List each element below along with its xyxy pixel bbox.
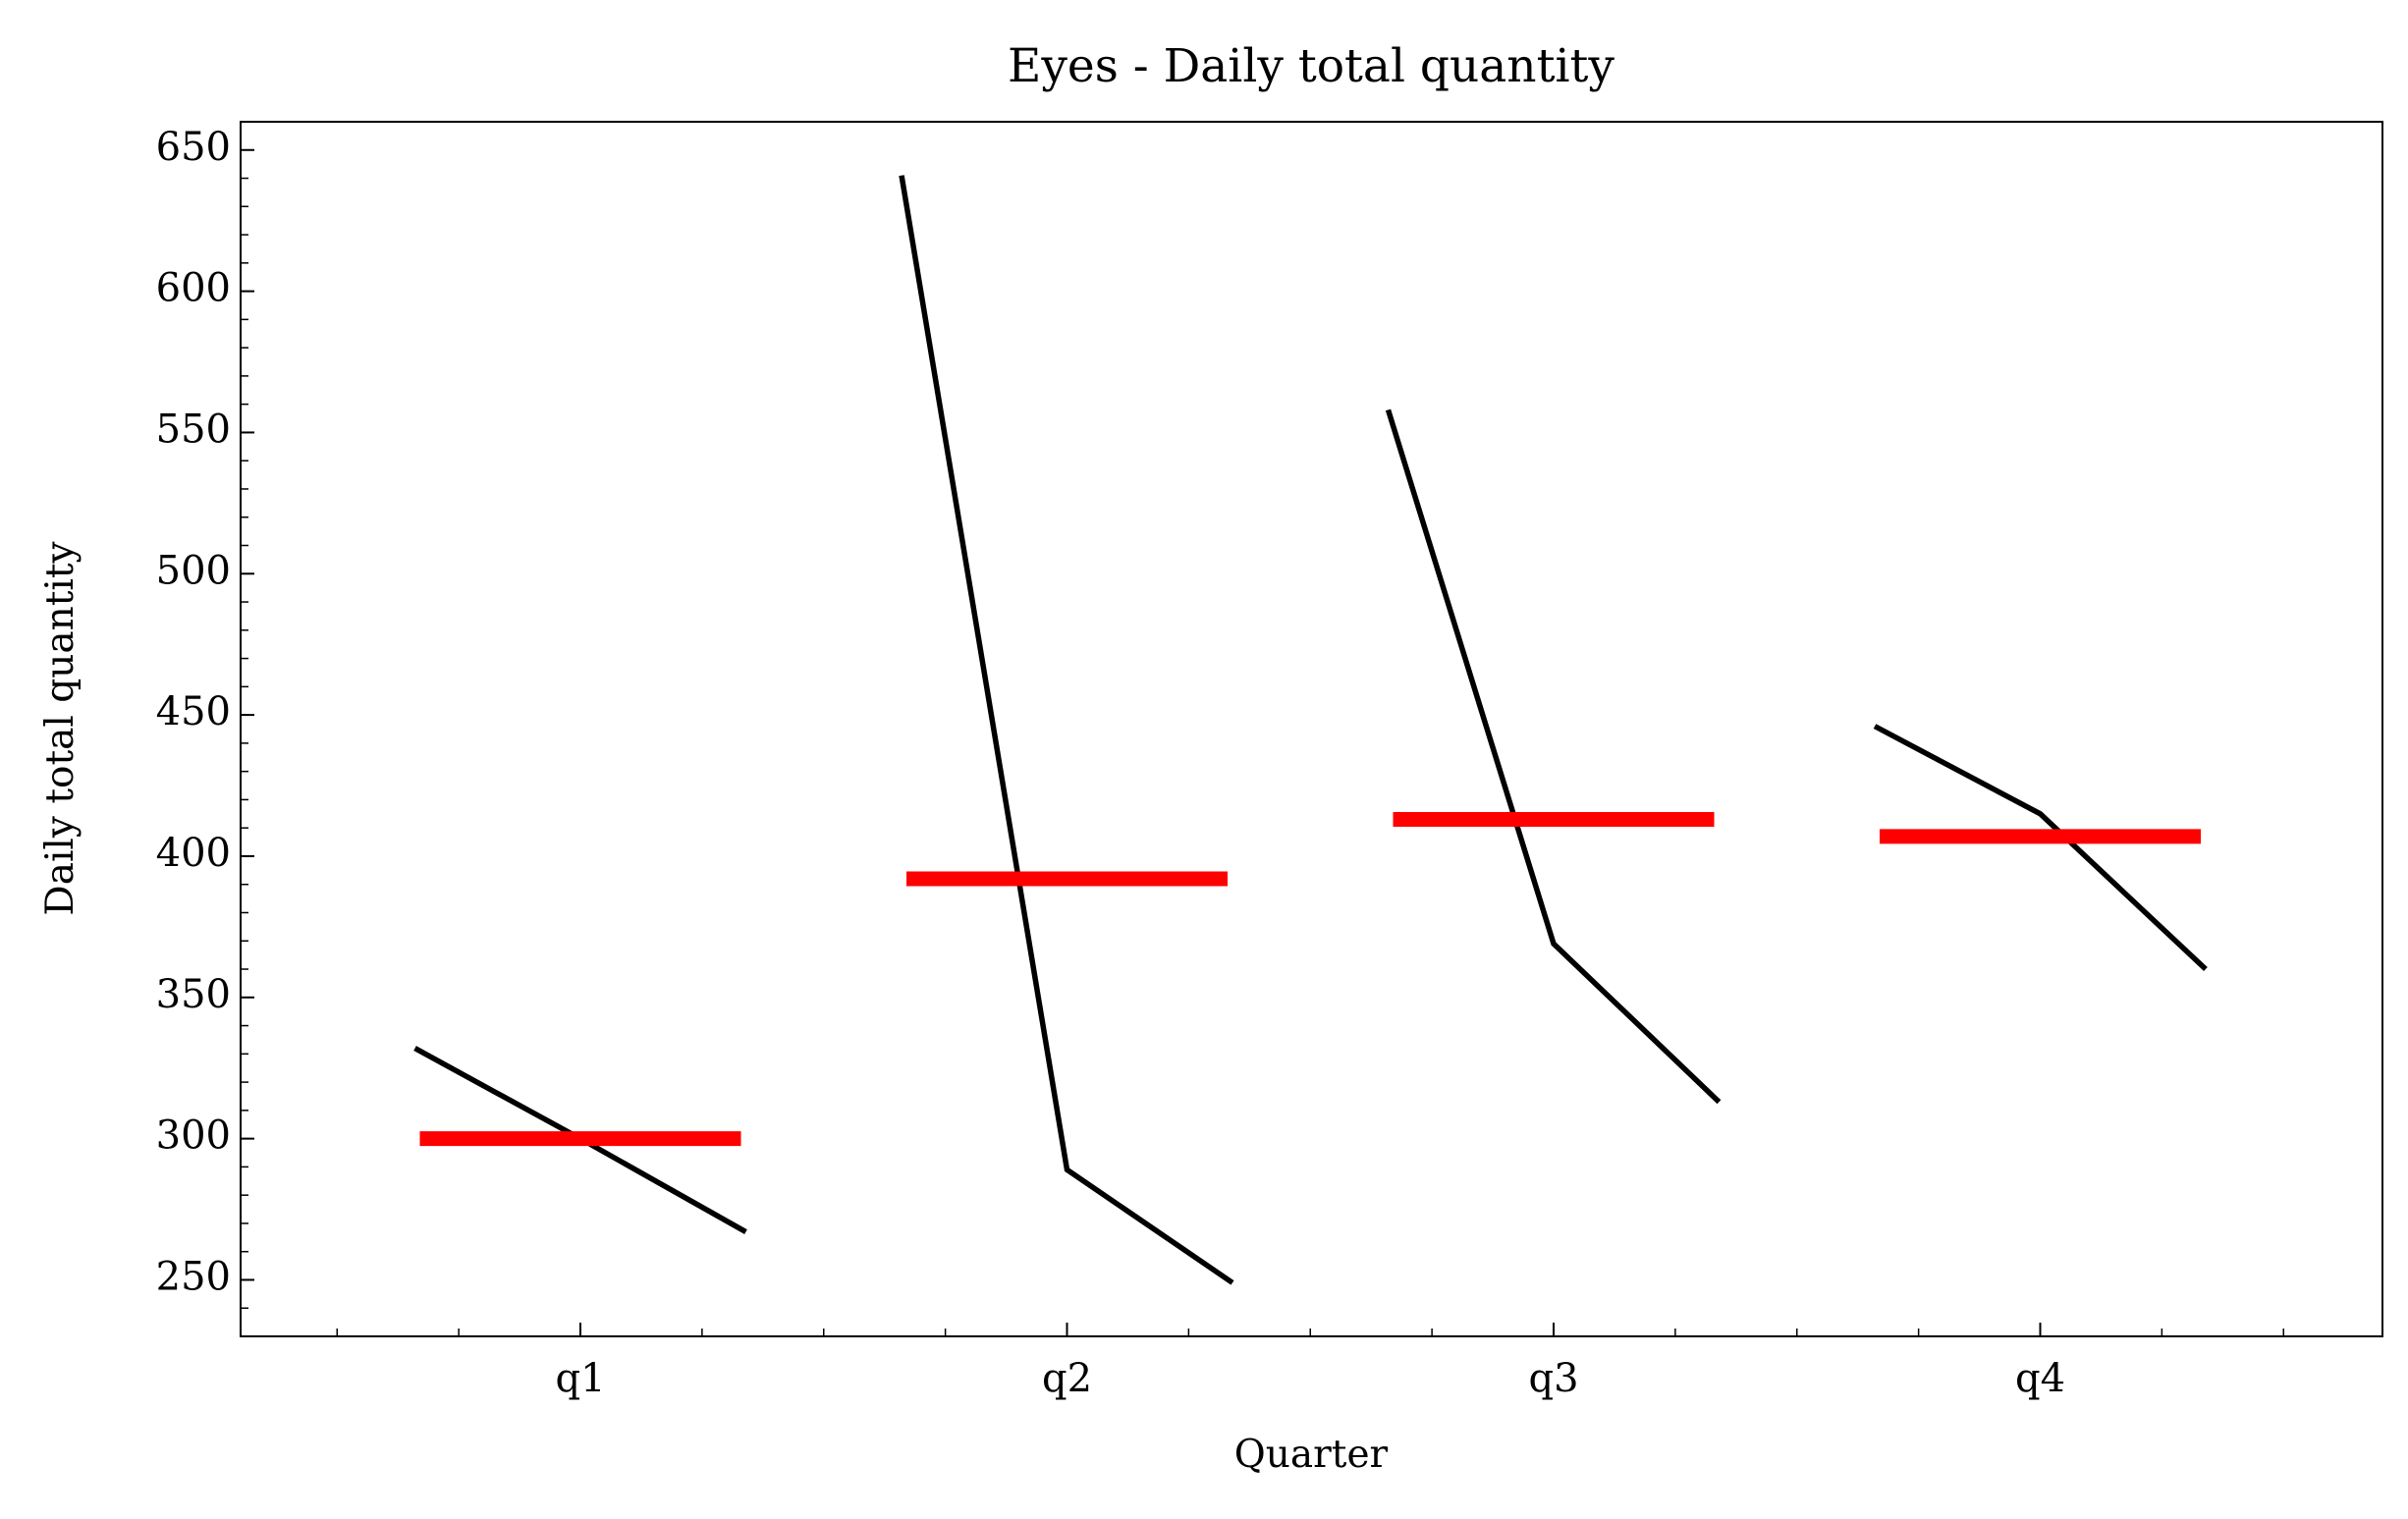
y-tick-label: 450 [156, 689, 231, 734]
subseries-line [899, 175, 1234, 1285]
subseries-line [1385, 408, 1722, 1105]
y-tick-label: 500 [156, 548, 231, 593]
y-tick-label: 300 [156, 1113, 231, 1159]
y-tick-label: 350 [156, 972, 231, 1017]
x-tick-label: q4 [2015, 1356, 2065, 1401]
x-tick-label: q3 [1528, 1356, 1578, 1401]
plot-frame [240, 121, 2383, 1337]
chart-title: Eyes - Daily total quantity [1008, 39, 1614, 93]
y-tick-label: 650 [156, 125, 231, 170]
x-axis-label: Quarter [1234, 1433, 1389, 1477]
subseries-line [1873, 724, 2208, 972]
y-tick-label: 250 [156, 1254, 231, 1299]
y-tick-label: 600 [156, 266, 231, 311]
x-tick-label: q2 [1042, 1356, 1092, 1401]
y-tick-label: 550 [156, 407, 231, 452]
x-tick-label: q1 [555, 1356, 605, 1401]
y-tick-label: 400 [156, 831, 231, 876]
y-axis-label: Daily total quantity [38, 541, 82, 915]
